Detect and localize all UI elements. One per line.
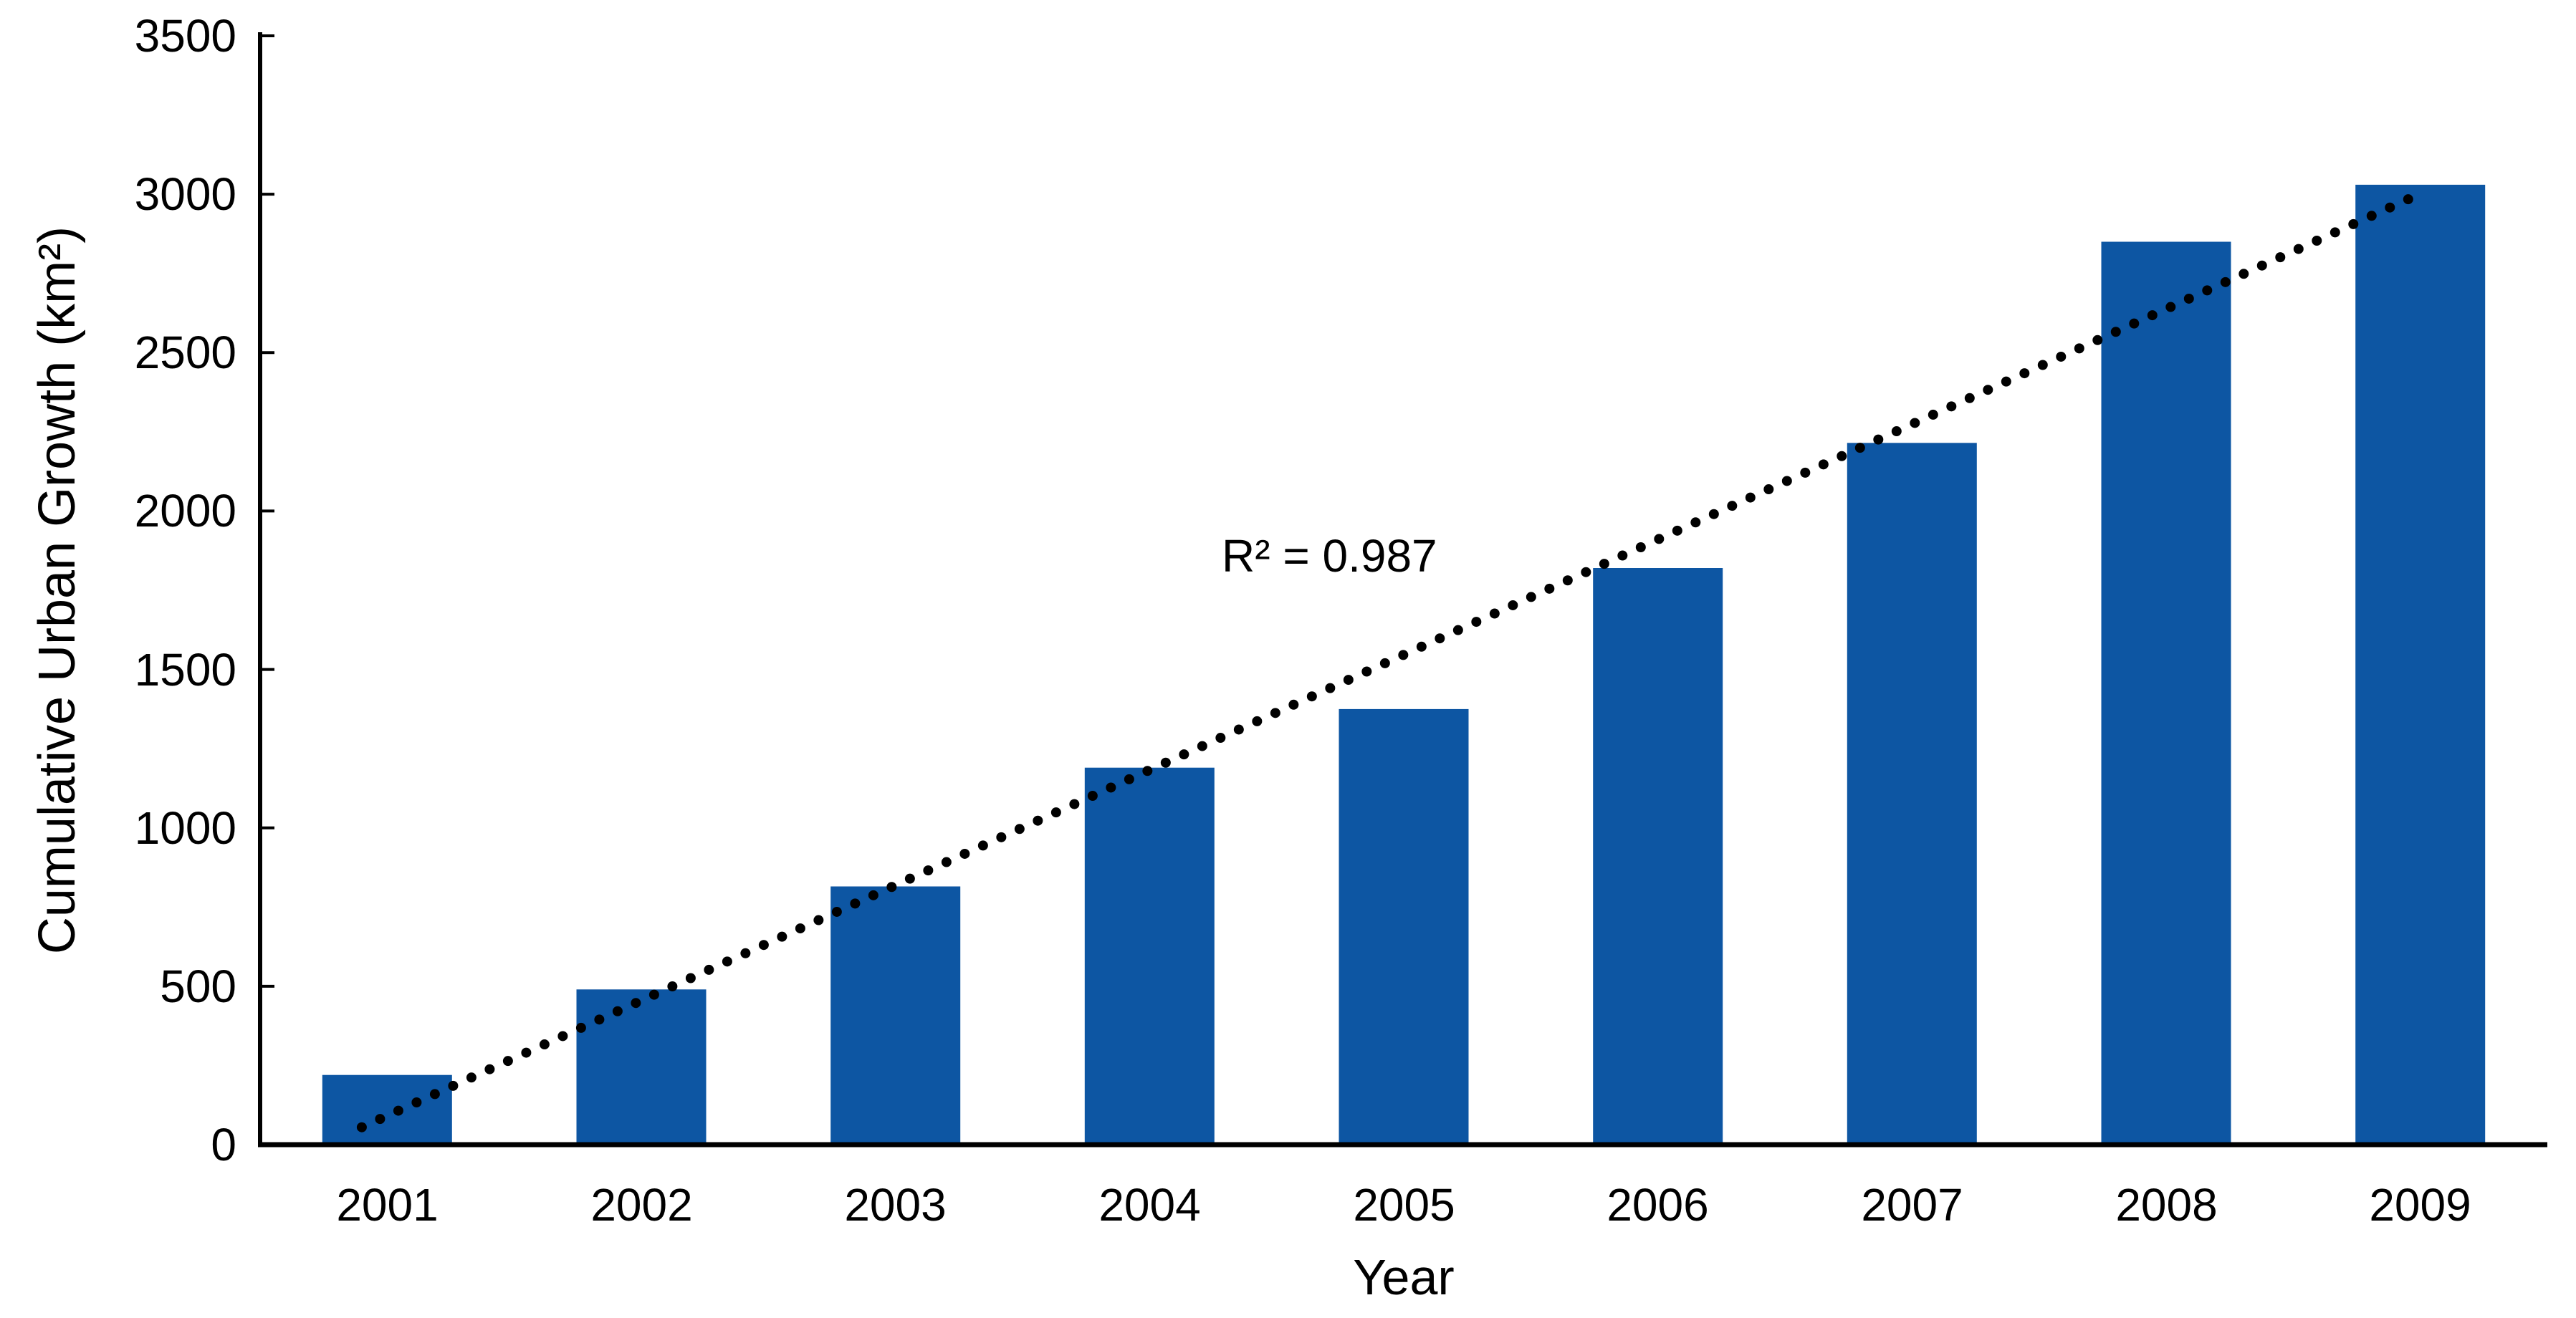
bar-2008: [2101, 241, 2231, 1145]
x-tick-label-2008: 2008: [2115, 1179, 2218, 1231]
y-tick-label-1500: 1500: [134, 644, 236, 696]
x-tick-label-2001: 2001: [336, 1179, 439, 1231]
bar-2002: [576, 989, 707, 1145]
x-axis-title: Year: [1353, 1249, 1455, 1305]
y-tick-label-2000: 2000: [134, 485, 236, 537]
x-tick-label-2009: 2009: [2369, 1179, 2471, 1231]
y-axis-ticks: [260, 34, 274, 988]
x-tick-label-2004: 2004: [1098, 1179, 1201, 1231]
trendline-group: [356, 187, 2428, 1132]
bar-2005: [1339, 708, 1469, 1145]
y-tick-label-500: 500: [160, 961, 236, 1012]
bar-2009: [2355, 184, 2486, 1145]
bar-2003: [830, 886, 961, 1145]
bar-2006: [1593, 568, 1723, 1145]
x-tick-label-2006: 2006: [1607, 1179, 1709, 1231]
x-tick-label-2002: 2002: [590, 1179, 693, 1231]
bars-group: [322, 184, 2486, 1145]
y-tick-label-3000: 3000: [134, 168, 236, 220]
x-tick-label-2005: 2005: [1353, 1179, 1455, 1231]
bar-2001: [322, 1074, 452, 1145]
trendline: [356, 187, 2428, 1132]
bar-2007: [1847, 443, 1977, 1145]
r-squared-annotation: R² = 0.987: [1222, 530, 1437, 582]
bar-2004: [1084, 767, 1215, 1145]
x-tick-label-2007: 2007: [1861, 1179, 1963, 1231]
y-tick-label-0: 0: [211, 1119, 236, 1170]
y-tick-label-1000: 1000: [134, 802, 236, 854]
y-tick-label-2500: 2500: [134, 327, 236, 378]
y-tick-label-3500: 3500: [134, 10, 236, 62]
x-tick-label-2003: 2003: [844, 1179, 947, 1231]
